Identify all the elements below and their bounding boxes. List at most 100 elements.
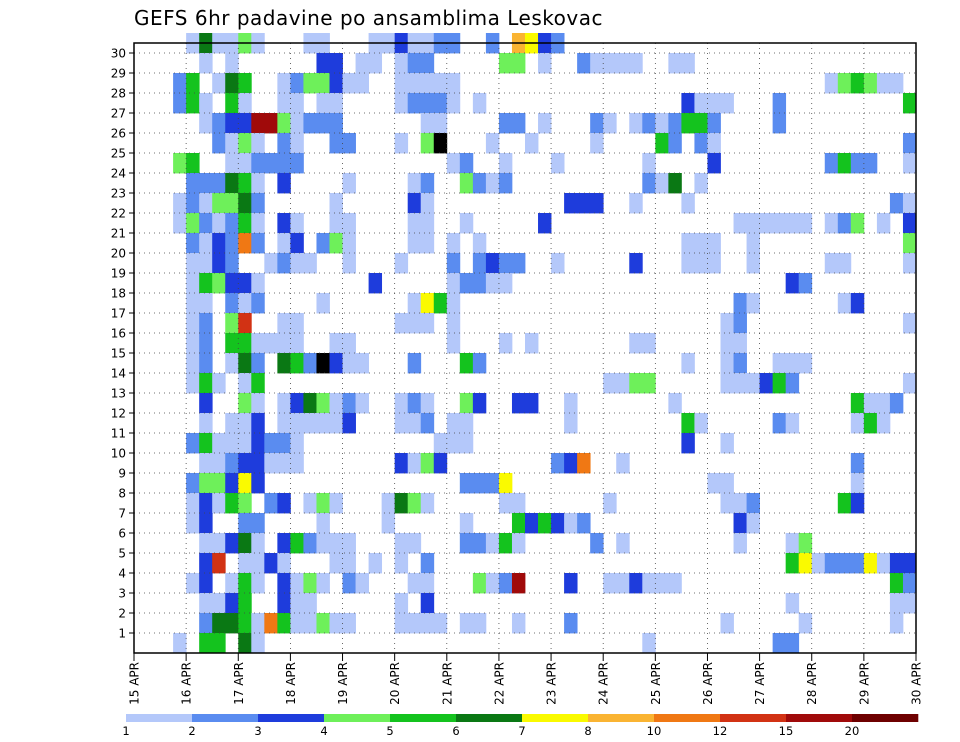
- heatmap-cell: [564, 413, 578, 434]
- legend-swatch: [654, 714, 721, 722]
- heatmap-cell: [277, 433, 291, 454]
- heatmap-cell: [199, 113, 213, 134]
- heatmap-cell: [212, 473, 226, 494]
- heatmap-cell: [902, 233, 917, 254]
- heatmap-cell: [472, 353, 487, 374]
- heatmap-cell: [225, 153, 239, 174]
- heatmap-cell: [485, 133, 500, 154]
- chart-title: GEFS 6hr padavine po ansamblima Leskovac: [134, 6, 603, 30]
- heatmap-cell: [525, 513, 539, 534]
- heatmap-cell: [498, 173, 513, 194]
- heatmap-cell: [785, 553, 800, 574]
- heatmap-cell: [407, 193, 422, 214]
- heatmap-cell: [511, 613, 526, 634]
- heatmap-cell: [720, 373, 734, 394]
- heatmap-cell: [642, 633, 656, 654]
- heatmap-cell: [238, 353, 252, 374]
- heatmap-cell: [459, 153, 474, 174]
- x-tick-label: 29 APR: [857, 662, 871, 705]
- heatmap-cell: [681, 93, 695, 114]
- heatmap-cell: [407, 73, 422, 94]
- heatmap-cell: [837, 553, 852, 574]
- heatmap-cell: [251, 353, 265, 374]
- heatmap-cell: [616, 573, 630, 594]
- heatmap-cell: [472, 173, 487, 194]
- heatmap-cell: [407, 313, 422, 334]
- heatmap-cell: [498, 273, 513, 294]
- heatmap-cell: [225, 73, 239, 94]
- heatmap-cell: [329, 93, 343, 114]
- heatmap-cell: [603, 493, 617, 514]
- plot-frame: [133, 42, 917, 654]
- heatmap-cell: [368, 553, 383, 574]
- heatmap-cell: [290, 393, 304, 414]
- heatmap-cell: [538, 213, 552, 234]
- heatmap-cell: [212, 213, 226, 234]
- heatmap-cell: [238, 133, 252, 154]
- heatmap-cell: [199, 473, 213, 494]
- heatmap-cell: [303, 113, 317, 134]
- heatmap-cell: [420, 413, 435, 434]
- heatmap-cell: [199, 553, 213, 574]
- heatmap-cell: [251, 413, 265, 434]
- heatmap-cell: [655, 173, 669, 194]
- heatmap-cell: [420, 233, 435, 254]
- heatmap-cell: [642, 573, 656, 594]
- heatmap-cell: [303, 253, 317, 274]
- heatmap-cell: [225, 253, 239, 274]
- heatmap-cell: [446, 153, 461, 174]
- heatmap-cell: [199, 333, 213, 354]
- heatmap-cell: [407, 233, 422, 254]
- y-tick-label: 10: [111, 447, 126, 461]
- heatmap-cell: [420, 313, 435, 334]
- legend-swatch: [786, 714, 853, 722]
- heatmap-cell: [355, 73, 369, 94]
- x-tick-label: 20 APR: [388, 662, 402, 705]
- heatmap-cell: [329, 533, 343, 554]
- heatmap-cell: [251, 173, 265, 194]
- heatmap-cell: [759, 373, 774, 394]
- heatmap-cell: [420, 73, 435, 94]
- heatmap-cell: [238, 533, 252, 554]
- heatmap-cell: [850, 453, 865, 474]
- heatmap-cell: [225, 93, 239, 114]
- heatmap-cell: [498, 533, 513, 554]
- heatmap-cell: [707, 233, 721, 254]
- heatmap-cell: [850, 73, 865, 94]
- legend-swatch: [258, 714, 325, 722]
- heatmap-cell: [329, 613, 343, 634]
- heatmap-cell: [238, 633, 252, 654]
- heatmap-cell: [199, 613, 213, 634]
- heatmap-cell: [225, 353, 239, 374]
- heatmap-cell: [511, 253, 526, 274]
- heatmap-cell: [564, 453, 578, 474]
- heatmap-cell: [420, 293, 435, 314]
- heatmap-cell: [329, 393, 343, 414]
- heatmap-cell: [472, 573, 487, 594]
- heatmap-cell: [603, 53, 617, 74]
- heatmap-cell: [225, 573, 239, 594]
- heatmap-cell: [186, 513, 200, 534]
- heatmap-cell: [420, 213, 435, 234]
- x-tick-label: 23 APR: [545, 662, 559, 705]
- heatmap-cell: [863, 553, 878, 574]
- heatmap-cell: [564, 573, 578, 594]
- heatmap-cell: [564, 193, 578, 214]
- heatmap-cell: [420, 113, 435, 134]
- heatmap-cell: [850, 213, 865, 234]
- heatmap-cell: [498, 473, 513, 494]
- heatmap-cell: [251, 213, 265, 234]
- heatmap-cell: [694, 173, 708, 194]
- heatmap-cell: [355, 573, 369, 594]
- heatmap-cell: [446, 253, 461, 274]
- heatmap-cell: [290, 413, 304, 434]
- heatmap-cell: [902, 193, 917, 214]
- heatmap-cell: [733, 313, 747, 334]
- heatmap-cell: [342, 333, 356, 354]
- heatmap-cell: [225, 173, 239, 194]
- heatmap-cell: [446, 433, 461, 454]
- heatmap-cell: [785, 213, 800, 234]
- y-tick-label: 20: [111, 247, 126, 261]
- heatmap-cell: [186, 213, 200, 234]
- heatmap-cell: [186, 573, 200, 594]
